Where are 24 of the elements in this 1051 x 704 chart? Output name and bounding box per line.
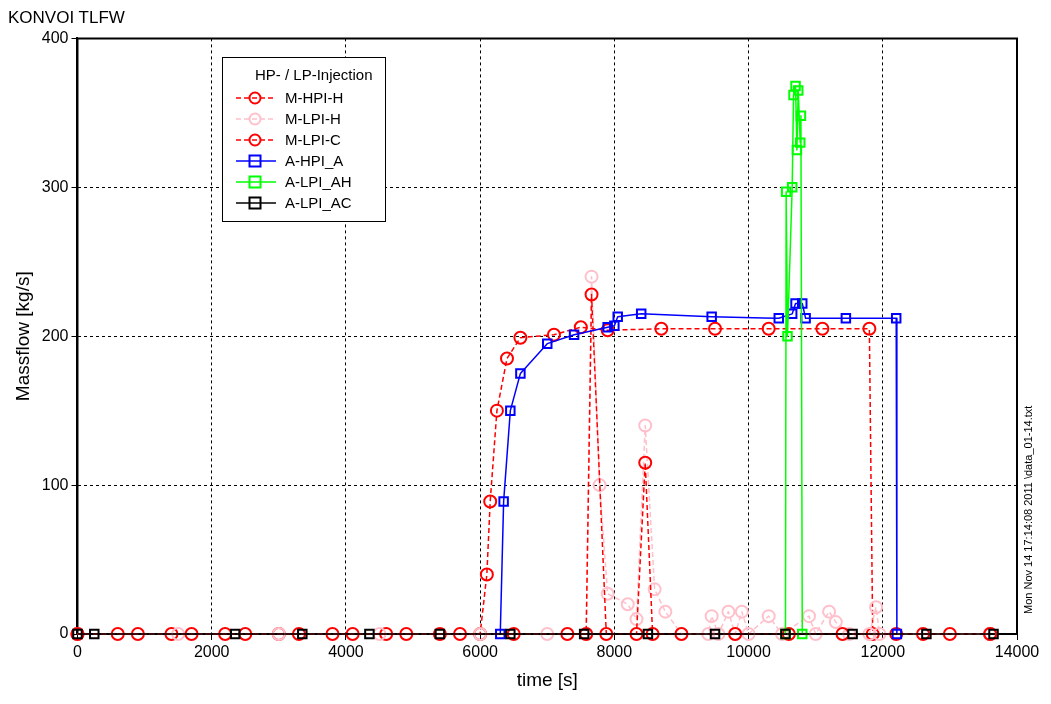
legend-label: A-HPI_A [285,152,344,169]
legend-label: A-LPI_AH [285,173,352,190]
text: Mon Nov 14 17:14:08 2011 \data_01-14.txt [1022,405,1034,614]
x-tick-label: 4000 [328,643,364,661]
x-tick-label: 0 [73,643,83,661]
x-tick-label: 8000 [596,643,633,661]
legend-title: HP- / LP-Injection [255,66,373,83]
x-axis-title: time [s] [516,668,578,690]
y-axis-title: Massflow [kg/s] [11,271,33,402]
legend-label: M-LPI-H [285,110,341,127]
y-tick-label: 100 [41,475,69,493]
x-tick-label: 6000 [462,643,499,661]
legend-label: M-LPI-C [285,131,341,148]
y-tick-label: 300 [41,177,69,195]
x-tick-label: 10000 [726,643,771,661]
chart-title: KONVOI TLFW [8,7,125,27]
x-tick-label: 14000 [994,643,1040,661]
legend-label: M-HPI-H [285,89,344,106]
legend-label: A-LPI_AC [285,194,352,211]
y-tick-label: 200 [41,326,69,344]
x-tick-label: 2000 [193,643,230,661]
y-tick-label: 0 [59,624,69,642]
x-tick-label: 12000 [860,643,906,661]
y-tick-label: 400 [41,28,69,46]
